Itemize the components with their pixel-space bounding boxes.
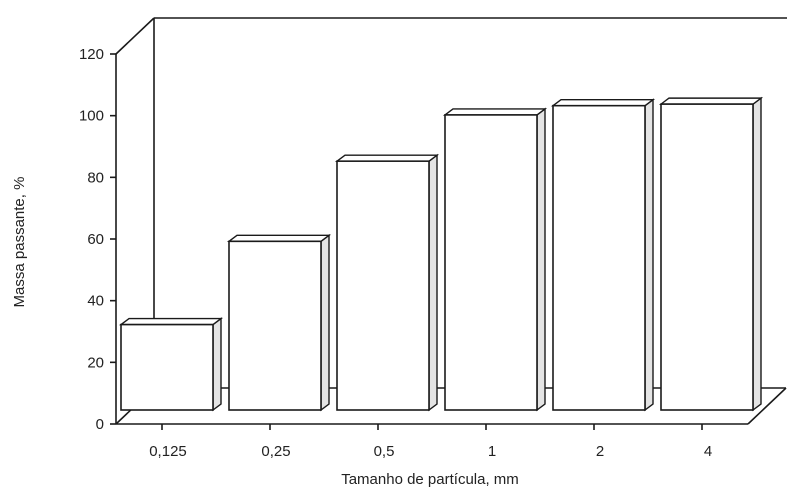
bar <box>120 323 214 411</box>
bar <box>444 114 538 411</box>
y-tick-label: 80 <box>87 169 104 186</box>
bars-group <box>118 96 764 412</box>
bar-top-face <box>550 98 656 107</box>
y-tick-label: 0 <box>96 416 104 433</box>
bar <box>336 160 430 411</box>
y-axis-ticks: 0 20 40 60 80 100 120 <box>79 46 116 433</box>
y-tick-label: 120 <box>79 46 104 63</box>
bar-side-face <box>320 233 330 412</box>
y-tick-label: 60 <box>87 231 104 248</box>
bar-top-face <box>226 234 332 243</box>
x-axis-title: Tamanho de partícula, mm <box>341 471 519 488</box>
bar-side-face <box>212 317 222 412</box>
y-tick-label: 40 <box>87 293 104 310</box>
bar-top-face <box>334 154 440 162</box>
bar <box>552 104 646 411</box>
x-axis-ticks: 0,125 0,25 0,5 1 2 4 <box>149 424 712 460</box>
x-tick-label: 2 <box>596 443 604 460</box>
x-tick-label: 0,5 <box>374 443 395 460</box>
bar-top-face <box>118 317 224 326</box>
y-tick-label: 20 <box>87 354 104 371</box>
x-tick-label: 0,25 <box>261 443 290 460</box>
bar-side-face <box>644 98 654 412</box>
bar-side-face <box>752 96 762 412</box>
bar-side-face <box>428 153 438 412</box>
bar <box>660 103 754 411</box>
x-tick-label: 4 <box>704 443 712 460</box>
y-axis-top-edge <box>115 17 155 55</box>
y-tick-label: 100 <box>79 108 104 125</box>
y-axis-title: Massa passante, % <box>11 177 28 308</box>
floor-right-edge <box>747 387 787 425</box>
x-tick-label: 0,125 <box>149 443 187 460</box>
bar-top-face <box>442 108 548 116</box>
bar-side-face <box>536 107 546 412</box>
bar-top-face <box>658 97 764 105</box>
x-tick-label: 1 <box>488 443 496 460</box>
bar <box>228 240 322 411</box>
